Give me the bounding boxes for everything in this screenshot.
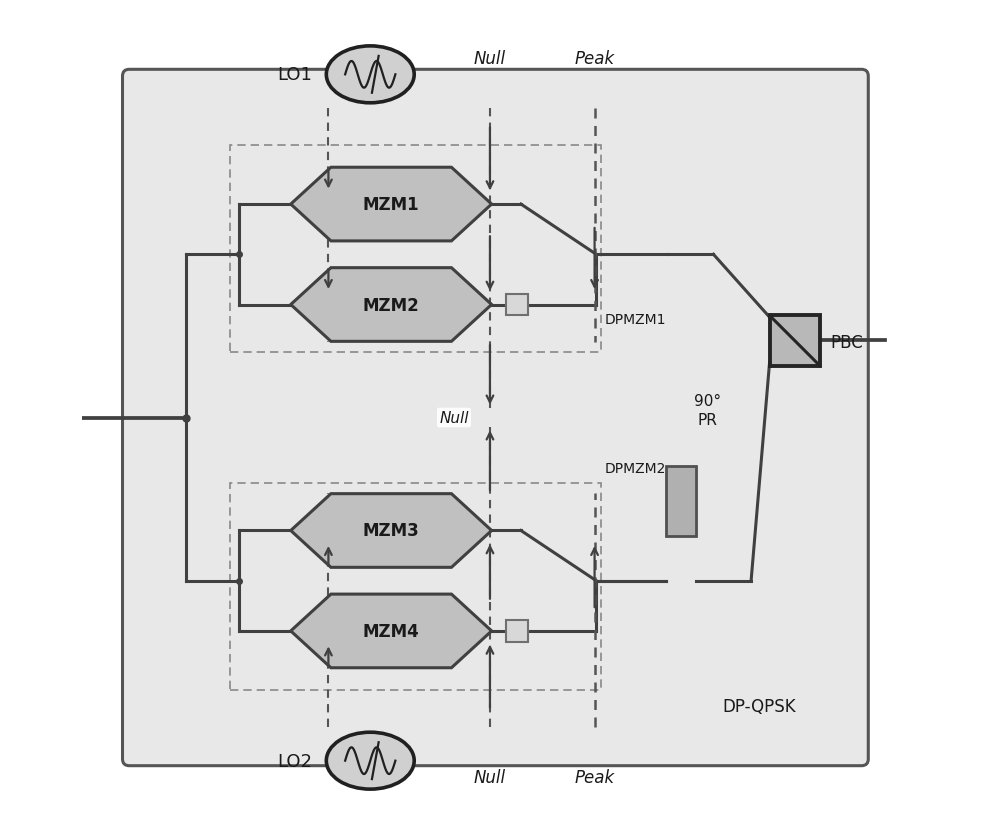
Text: MZM1: MZM1 <box>363 196 420 214</box>
Text: Null: Null <box>474 768 506 787</box>
Polygon shape <box>291 594 492 668</box>
Text: Peak: Peak <box>575 768 615 787</box>
Text: Peak: Peak <box>575 49 615 68</box>
Text: DP-QPSK: DP-QPSK <box>723 697 796 716</box>
Ellipse shape <box>326 47 414 104</box>
Text: LO2: LO2 <box>277 752 312 770</box>
Polygon shape <box>291 494 492 568</box>
Bar <box>230 145 601 353</box>
Polygon shape <box>291 268 492 342</box>
Text: Null: Null <box>474 49 506 68</box>
Text: MZM3: MZM3 <box>363 522 420 540</box>
Text: Null: Null <box>439 410 469 426</box>
Polygon shape <box>291 168 492 242</box>
Text: LO1: LO1 <box>277 66 312 84</box>
Bar <box>230 483 601 691</box>
Bar <box>506 620 528 642</box>
Bar <box>770 316 820 366</box>
Text: DPMZM1: DPMZM1 <box>605 313 666 326</box>
Bar <box>506 294 528 316</box>
Text: DPMZM2: DPMZM2 <box>605 461 666 475</box>
Text: PBC: PBC <box>831 334 863 352</box>
Text: PR: PR <box>698 412 718 427</box>
Bar <box>666 466 696 537</box>
Text: MZM4: MZM4 <box>363 622 420 640</box>
Text: 90°: 90° <box>694 394 721 409</box>
Ellipse shape <box>326 732 414 789</box>
Text: MZM2: MZM2 <box>363 296 420 314</box>
FancyBboxPatch shape <box>123 70 868 766</box>
